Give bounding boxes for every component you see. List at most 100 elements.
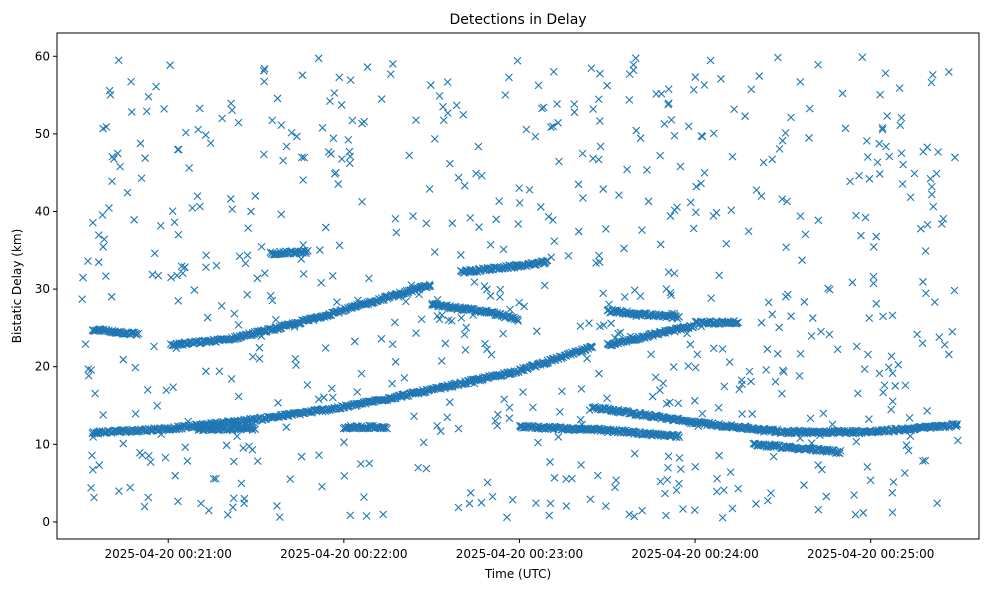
data-point [638,226,646,235]
data-point [609,407,618,415]
data-point [735,385,744,394]
data-point [860,365,869,374]
data-point [667,291,675,300]
data-point [348,116,357,125]
data-point [330,89,339,97]
data-point [235,252,244,261]
data-point [197,499,205,508]
data-point [173,271,181,280]
data-point [474,142,483,151]
data-point [773,53,782,62]
data-point [105,86,114,95]
data-point [337,155,346,163]
data-point [689,224,698,233]
data-point [796,434,805,443]
data-point [934,148,942,156]
data-point [691,73,700,81]
data-point [461,345,470,354]
data-point [940,340,949,349]
data-point [660,119,669,128]
data-point [496,285,505,294]
data-point [167,273,175,282]
data-point [728,152,737,161]
data-point [570,100,579,109]
data-point [412,116,420,124]
data-point [896,121,905,130]
data-point [771,377,780,386]
data-point [315,451,323,459]
data-point [895,84,904,92]
data-point [631,54,640,63]
data-point [499,245,508,254]
data-point [615,191,623,199]
data-point [881,69,890,78]
data-point [669,362,678,371]
data-point [875,139,884,148]
data-point [345,147,354,156]
data-point [190,286,199,294]
data-point [684,122,693,131]
y-axis: 0 10 20 30 40 50 60 [35,49,57,529]
data-point [234,392,243,401]
data-point [603,394,611,403]
data-point [119,439,128,448]
data-point [601,502,610,511]
data-point [346,511,355,520]
data-point [664,85,673,94]
data-point [78,295,87,303]
data-point [930,298,939,307]
data-point [872,299,881,308]
data-point [365,274,373,283]
data-point [846,177,854,186]
data-point [539,103,548,112]
data-point [357,369,366,378]
data-point [906,193,915,202]
data-point [174,230,183,239]
data-point [206,139,215,148]
data-point [503,513,511,522]
data-point [768,155,777,164]
data-point [888,311,897,320]
data-point [505,73,513,82]
data-point [400,374,409,382]
data-point [201,131,210,139]
data-point [900,469,909,477]
data-point [684,362,693,370]
data-point [675,479,683,488]
data-point [505,403,514,412]
data-point [401,391,410,400]
data-point [259,66,268,75]
data-point [88,218,97,227]
data-point [273,94,282,103]
data-point [759,158,768,167]
data-point [599,289,608,298]
data-point [929,202,938,211]
data-point [933,499,942,508]
data-point [852,342,861,351]
data-point [113,149,122,158]
data-point [691,363,700,372]
data-point [181,263,189,272]
data-point [562,502,571,510]
data-point [919,277,927,286]
data-point [483,478,492,487]
data-point [204,506,213,515]
data-point [119,355,128,364]
data-point [292,132,301,141]
data-point [923,220,932,229]
data-point [501,91,510,99]
data-point [227,374,236,383]
data-point [379,510,388,519]
data-point [853,389,862,398]
data-point [838,89,847,98]
data-point [939,214,948,223]
data-point [257,242,266,251]
data-point [950,286,959,295]
data-point [772,426,781,435]
data-point [482,285,491,294]
data-point [697,179,705,188]
data-point [360,493,368,501]
data-point [747,85,756,94]
data-point [448,219,457,228]
